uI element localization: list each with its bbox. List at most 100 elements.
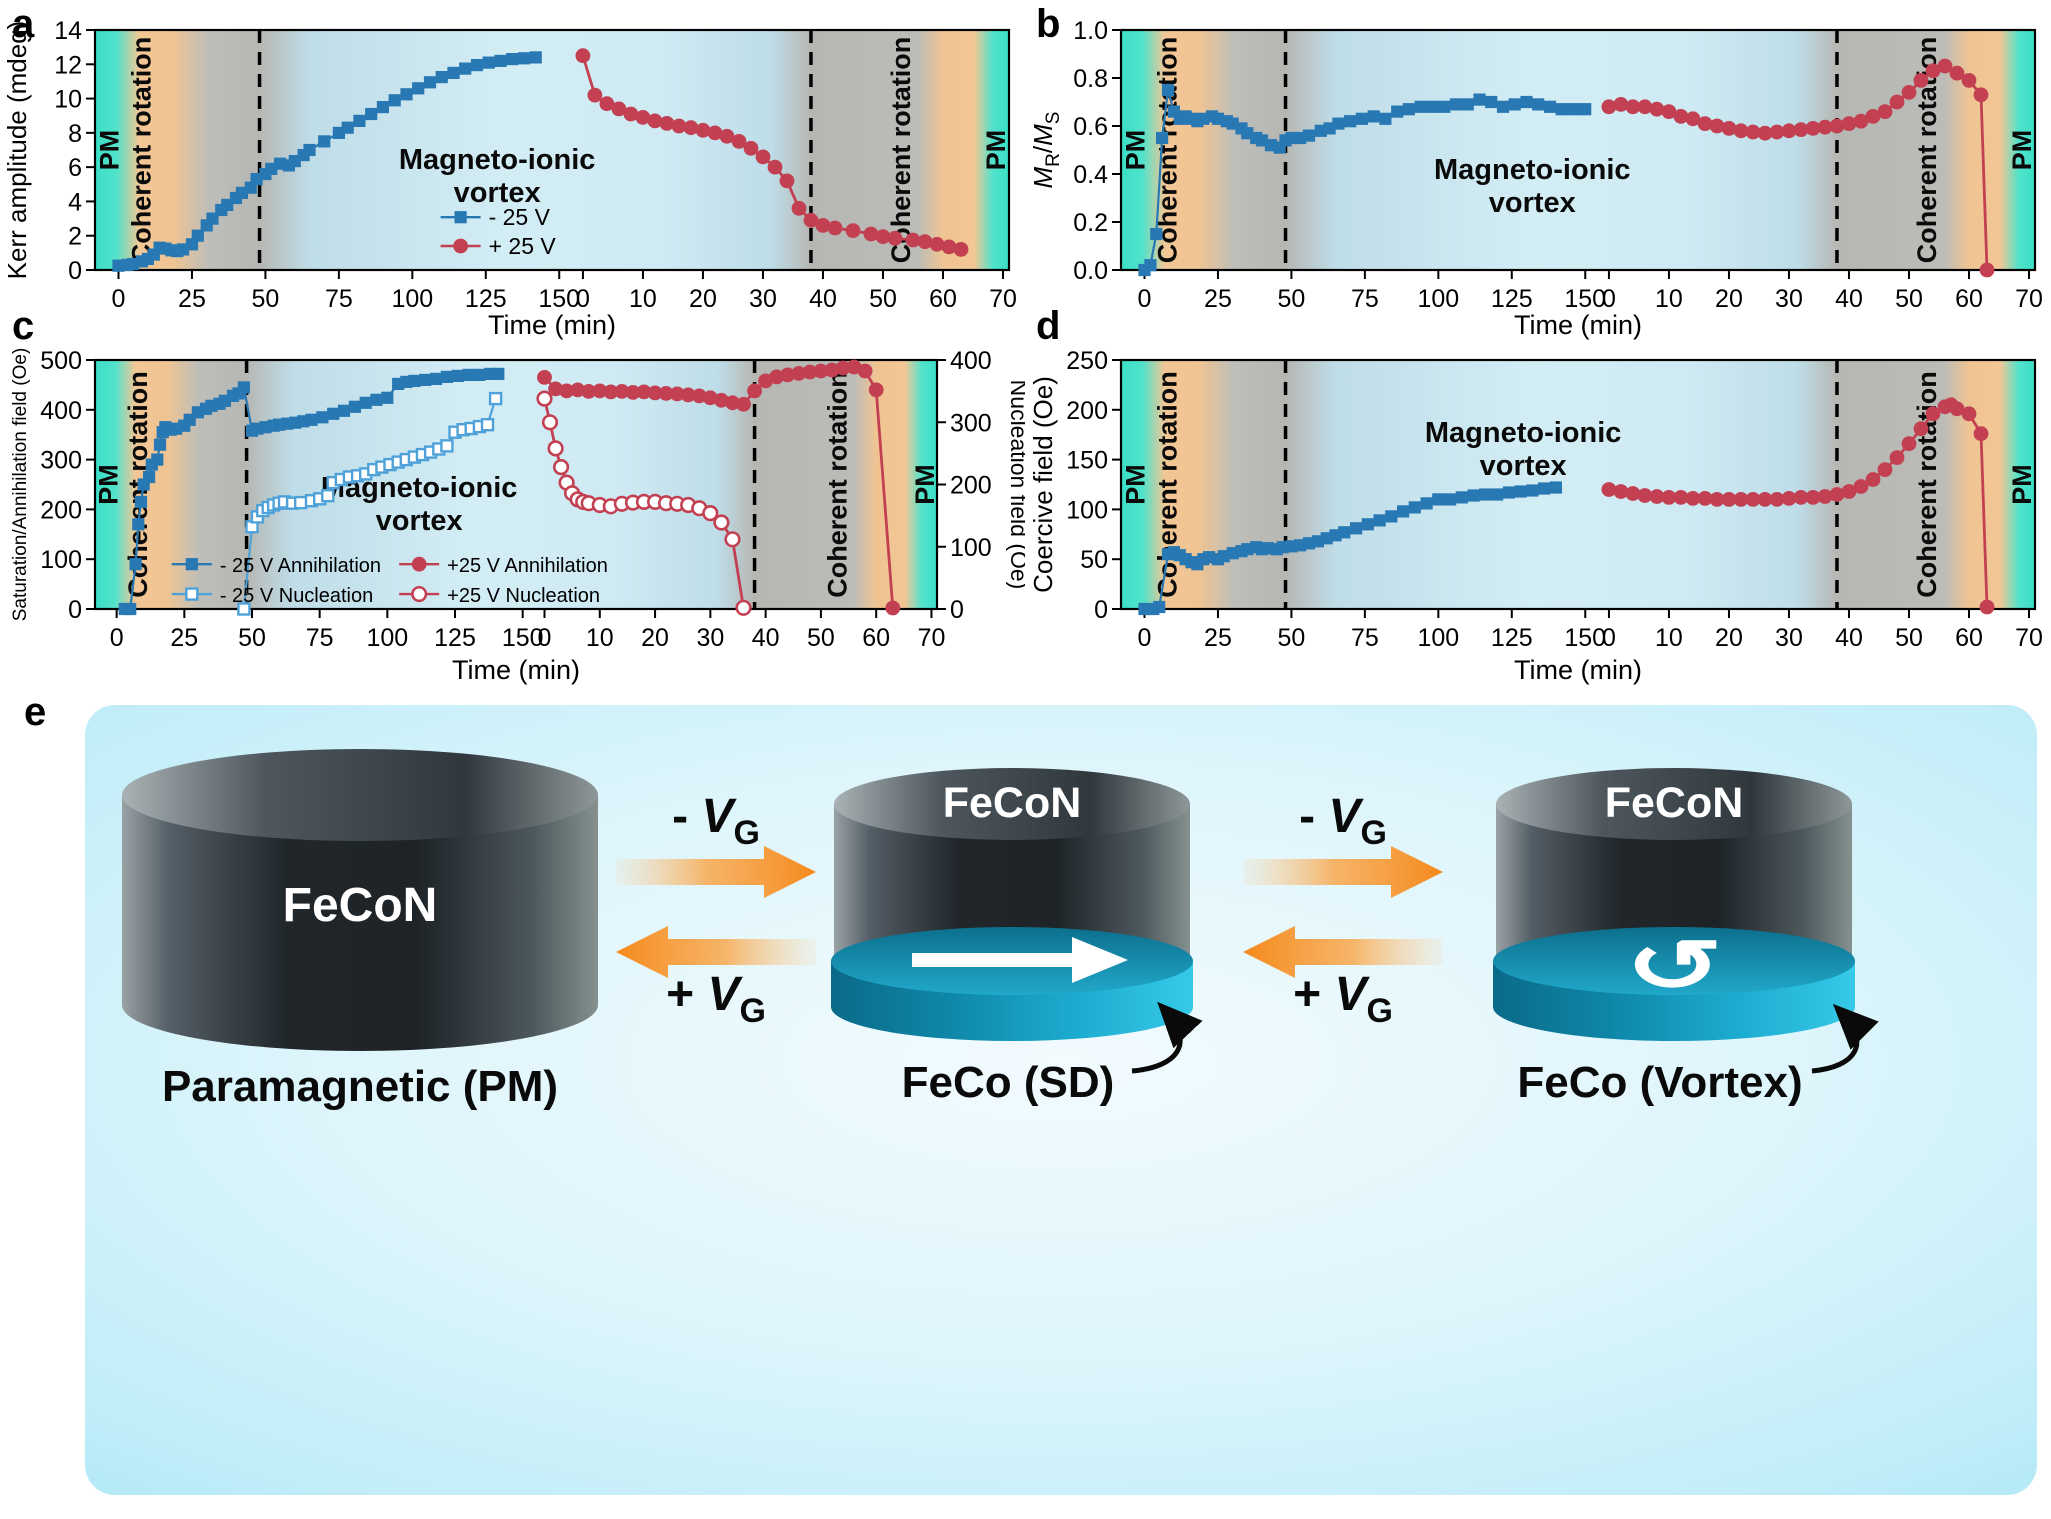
x-tick-label: 60 [1955,285,1983,313]
y-tick-label: 4 [68,188,82,216]
right-y-axis-label: Nucleation field (Oe) [1006,380,1025,590]
x-tick-label: 75 [306,624,334,652]
y-axis-label: MR​/MS​ [1028,112,1064,189]
right-y-tick-label: 100 [950,534,992,562]
legend-label: +25 V Nucleation [447,585,600,607]
series--25-V-Nucleation [237,391,503,616]
legend-marker [185,558,198,571]
left-caption: Paramagnetic (PM) [162,1062,558,1111]
zone-label: PM [93,464,123,505]
gate-arrows-2: - VG + VG [1243,790,1443,1030]
zone-label: PM [95,130,125,171]
x-tick-label: 100 [1417,285,1459,313]
x-tick-label: 70 [2015,624,2043,652]
zone-label: Coherent rotation [1153,371,1183,598]
legend-label: - 25 V Annihilation [220,555,381,577]
plus-vg-label: + VG [666,968,766,1030]
x-tick-label: 10 [586,624,614,652]
plot-frame [93,28,1011,272]
right-y-tick-label: 400 [950,347,992,375]
legend-label: - 25 V Nucleation [220,585,373,607]
x-tick-label: 150 [1564,624,1606,652]
x-tick-label: 125 [434,624,476,652]
y-tick-label: 200 [1066,397,1108,425]
x-tick-label: 50 [1895,624,1923,652]
y-tick-label: 0.2 [1073,209,1108,237]
minus-vg-arrow-icon [616,846,816,898]
left-cylinder-label: FeCoN [283,879,438,932]
x-tick-label: 30 [749,285,777,313]
x-tick-label: 70 [918,624,946,652]
vortex-zone-label: vortex [376,505,463,537]
x-tick-label: 0 [538,624,552,652]
legend-marker [185,587,199,601]
right-y-tick-label: 300 [950,409,992,437]
y-tick-label: 0.6 [1073,113,1108,141]
middle-cylinder-label: FeCoN [943,779,1082,827]
y-tick-label: 200 [40,496,82,524]
y-axis-label: Saturation/Annihilation field (Oe) [10,348,31,622]
x-tick-label: 0 [1602,624,1616,652]
x-tick-label: 0 [1138,624,1152,652]
x-tick-label: 30 [696,624,724,652]
x-tick-label: 0 [1138,285,1152,313]
panel-b-label: b [1036,2,1061,46]
zone-label: Coherent rotation [886,37,916,264]
vortex-stack: FeCoN ↺ [1493,768,1855,1041]
x-tick-label: 20 [1715,285,1743,313]
x-tick-label: 125 [465,285,507,313]
cylinder-top [122,749,598,841]
x-axis-label: Time (min) [488,310,616,340]
chart-kerr-amplitude: PM Coherent rotation Coherent rotation PMMa… [2,17,1017,340]
y-tick-label: 0.8 [1073,65,1108,93]
x-tick-label: 125 [1491,285,1533,313]
x-tick-label: 75 [1351,285,1379,313]
y-tick-label: 100 [40,546,82,574]
x-axis-label: Time (min) [452,655,580,685]
x-tick-label: 100 [366,624,408,652]
y-tick-label: 500 [40,347,82,375]
series--25-V [1601,58,1995,278]
minus-vg-label: - VG [672,790,760,852]
chart-remanence-ratio: PM Coherent rotation Coherent rotation PMMa… [1028,17,2043,340]
x-tick-label: 10 [1655,624,1683,652]
zone-label: PM [981,130,1011,171]
plot-frame [1119,28,2037,272]
y-tick-label: 0 [68,257,82,285]
x-tick-label: 25 [1204,624,1232,652]
plot-frame [1119,358,2037,611]
y-tick-label: 6 [68,154,82,182]
zone-label: PM [2007,130,2037,171]
x-tick-label: 40 [1835,624,1863,652]
legend-marker [454,211,467,224]
zone-label: PM [2007,464,2037,505]
y-tick-label: 150 [1066,447,1108,475]
x-tick-label: 150 [502,624,544,652]
plus-vg-arrow-icon [616,926,816,978]
zone-label: PM [1121,464,1151,505]
x-tick-label: 125 [1491,624,1533,652]
x-tick-label: 25 [1204,285,1232,313]
y-tick-label: 0.4 [1073,161,1108,189]
x-tick-label: 0 [112,285,126,313]
x-tick-label: 50 [869,285,897,313]
legend-marker [411,556,427,572]
magnetization-arrow-icon [912,937,1128,983]
x-tick-label: 25 [178,285,206,313]
single-domain-stack: FeCoN [831,768,1193,1041]
x-tick-label: 75 [1351,624,1379,652]
legend-label: + 25 V [489,233,557,259]
series--25-V-Nucleation [536,390,752,616]
right-caption-arrow [1811,1003,1879,1074]
x-tick-label: 50 [1278,624,1306,652]
plus-vg-arrow-icon [1243,926,1443,978]
plot-background [1121,360,2035,609]
x-tick-label: 20 [689,285,717,313]
minus-vg-arrow-icon [1243,846,1443,898]
y-tick-label: 10 [54,86,82,114]
x-tick-label: 20 [641,624,669,652]
series--25-V [1138,481,1563,616]
panel-a-label: a [12,2,35,46]
x-tick-label: 0 [576,285,590,313]
